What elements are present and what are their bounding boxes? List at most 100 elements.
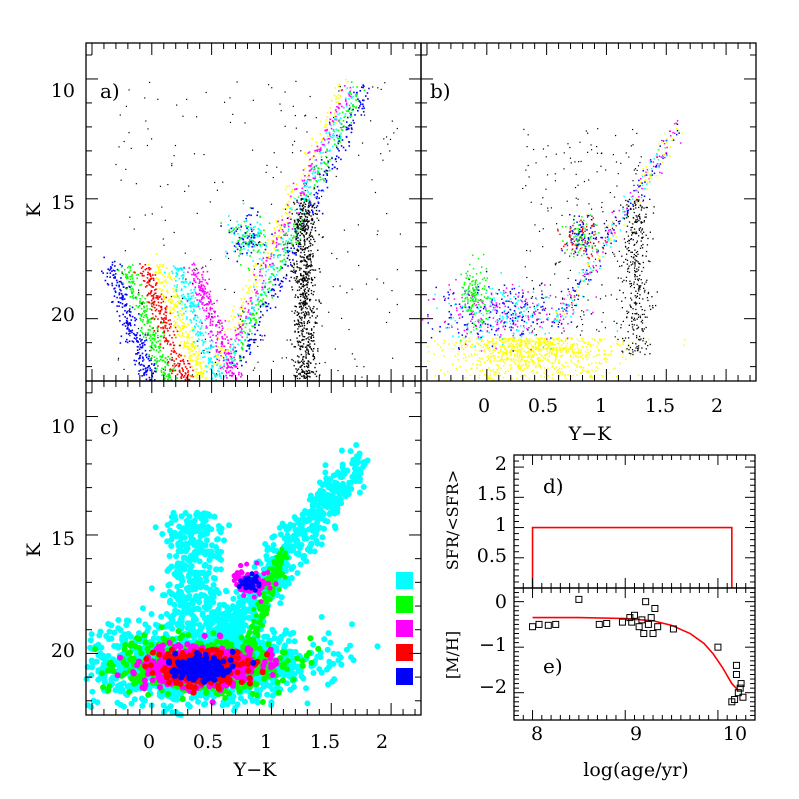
cmd-point [299, 208, 302, 210]
cmd-point [276, 296, 279, 298]
cmd-point [280, 280, 283, 282]
cmd-point [197, 330, 199, 333]
cmd-point [535, 341, 538, 343]
cmd-point [150, 317, 152, 320]
cmd-point [179, 360, 182, 362]
cmd-point [433, 353, 435, 356]
cmd-point [321, 212, 324, 215]
cmd-point [590, 362, 593, 365]
cmd-point [500, 358, 502, 361]
cmd-point [474, 353, 476, 355]
cmd-point [307, 246, 309, 249]
cmd-point [141, 314, 143, 316]
cmd-point [301, 274, 303, 277]
cmd-point [116, 281, 119, 284]
cmd-point [252, 207, 254, 210]
cmd-point [464, 343, 467, 346]
cmd-point [298, 356, 300, 358]
cmd-point [502, 292, 505, 294]
cmd-point [335, 155, 338, 158]
cmd-point [309, 258, 311, 260]
cmd-point [360, 86, 363, 89]
cmd-point [541, 341, 543, 344]
cmd-point [293, 262, 295, 265]
cmd-point [351, 288, 353, 290]
cmd-point [192, 369, 194, 372]
cmd-point [546, 350, 549, 353]
cmd-point [267, 239, 269, 241]
cmd-point [309, 257, 311, 260]
cmd-point [545, 348, 548, 351]
cmd-point [138, 348, 141, 350]
cmd-point [305, 303, 307, 305]
cmd-point [178, 330, 181, 333]
cmd-point [210, 357, 212, 360]
cmd-point [209, 299, 212, 302]
cmd-point [150, 299, 153, 302]
cmd-point [505, 287, 508, 289]
cmd-point [301, 225, 303, 227]
cmd-point [308, 336, 310, 338]
cmd-point [312, 204, 315, 206]
cmd-point [248, 287, 250, 289]
cmd-point [295, 127, 297, 129]
cmd-point [171, 301, 173, 304]
cmd-point [512, 345, 514, 348]
cmd-point [329, 135, 332, 138]
cmd-point [294, 272, 297, 274]
cmd-point [305, 216, 307, 218]
cmd-point [340, 127, 342, 129]
cmd-point [238, 245, 241, 247]
cmd-point [518, 363, 520, 366]
cmd-point [163, 317, 166, 319]
cmd-point [306, 274, 308, 276]
cmd-point [139, 300, 141, 303]
cmd-point [208, 357, 210, 359]
cmd-point [142, 301, 144, 303]
cmd-point [324, 178, 327, 180]
cmd-point [194, 290, 197, 293]
cmd-point [240, 341, 243, 344]
cmd-point [308, 202, 310, 204]
cmd-point [320, 141, 323, 143]
cmd-point [306, 189, 309, 192]
cmd-point [495, 372, 497, 374]
cmd-point [208, 293, 211, 296]
cmd-point [201, 280, 203, 283]
cmd-point [117, 269, 120, 272]
cmd-point [152, 327, 154, 329]
cmd-point [338, 83, 341, 86]
cmd-point [313, 339, 315, 342]
cmd-point [285, 203, 287, 206]
cmd-point [139, 354, 142, 357]
cmd-point [561, 371, 564, 373]
cmd-point [519, 299, 522, 301]
cmd-point [209, 322, 212, 324]
cmd-point [249, 317, 251, 320]
cmd-point [201, 273, 203, 276]
cmd-point [556, 338, 558, 340]
cmd-point [541, 327, 544, 329]
cmd-point [259, 245, 262, 247]
cmd-point [521, 313, 523, 316]
cmd-point [189, 348, 192, 350]
cmd-point [396, 269, 399, 271]
cmd-point [549, 348, 552, 351]
cmd-point [227, 224, 230, 226]
cmd-point [183, 342, 186, 345]
cmd-point [171, 278, 173, 281]
cmd-point [285, 232, 287, 235]
cmd-point [178, 355, 181, 358]
cmd-point [239, 331, 242, 333]
cmd-point [259, 265, 261, 268]
cmd-point [264, 286, 266, 288]
cmd-point [275, 237, 278, 239]
cmd-point [537, 339, 540, 342]
cmd-point [510, 326, 513, 328]
cmd-point [299, 321, 301, 324]
cmd-point [302, 285, 304, 288]
cmd-point [154, 332, 157, 334]
cmd-point [255, 338, 257, 341]
cmd-point [442, 348, 445, 351]
cmd-point [188, 267, 191, 269]
